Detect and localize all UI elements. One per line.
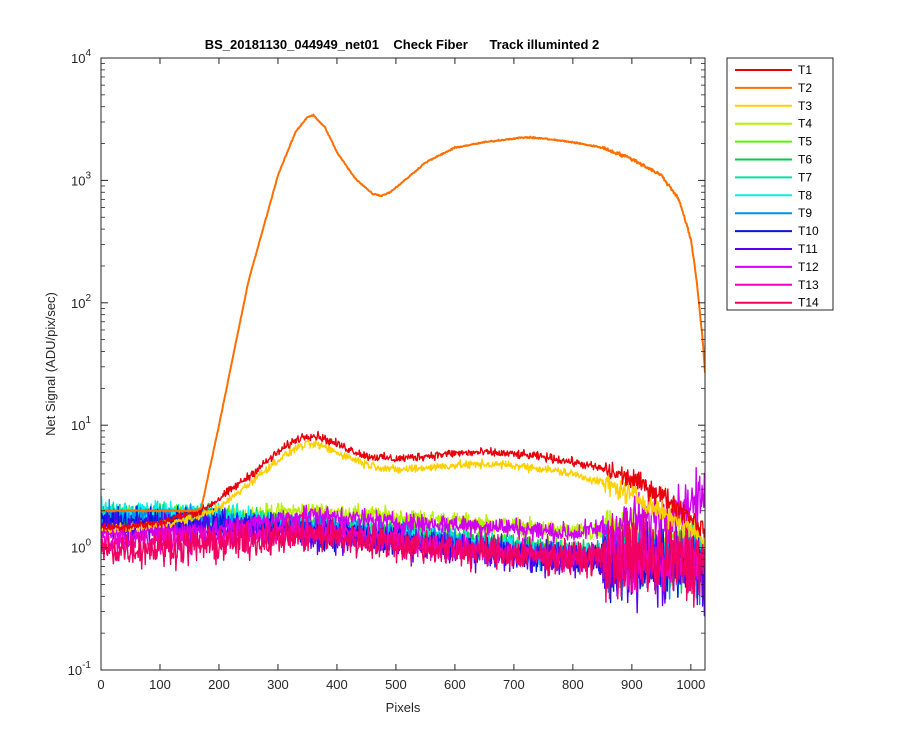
y-tick-label: 102 <box>71 293 91 311</box>
y-axis-title: Net Signal (ADU/pix/sec) <box>43 292 58 436</box>
y-tick-label: 100 <box>71 538 91 556</box>
legend-label-t1: T1 <box>798 63 812 77</box>
legend-label-t13: T13 <box>798 278 819 292</box>
x-tick-label: 700 <box>503 677 525 692</box>
y-tick-label: 103 <box>71 170 91 188</box>
legend-label-t12: T12 <box>798 260 819 274</box>
legend-label-t7: T7 <box>798 170 812 184</box>
y-tick-label: 101 <box>71 415 91 433</box>
axes-box <box>100 57 706 671</box>
legend-label-t14: T14 <box>798 296 819 310</box>
legend-label-t6: T6 <box>798 153 812 167</box>
legend-label-t5: T5 <box>798 135 812 149</box>
legend-label-t10: T10 <box>798 224 819 238</box>
series-line-t14 <box>101 510 705 608</box>
x-tick-label: 800 <box>562 677 584 692</box>
x-tick-label: 100 <box>149 677 171 692</box>
legend: T1 T2 T3 T4 T5 T6 T7 T8 T9 T10 T11 T12 T13 T14 <box>726 57 834 311</box>
series-line-t2 <box>101 113 705 513</box>
x-tick-label: 900 <box>621 677 643 692</box>
legend-label-t11: T11 <box>798 242 818 256</box>
y-tick-label: 104 <box>71 48 91 66</box>
x-tick-label: 400 <box>326 677 348 692</box>
x-tick-label: 1000 <box>676 677 705 692</box>
legend-label-t2: T2 <box>798 81 812 95</box>
legend-label-t9: T9 <box>798 206 812 220</box>
legend-label-t3: T3 <box>798 99 812 113</box>
series-layer <box>101 113 705 617</box>
series-line-t3 <box>101 438 705 550</box>
y-tick-label: 10-1 <box>68 660 92 678</box>
x-tick-label: 500 <box>385 677 407 692</box>
x-axis-title: Pixels <box>386 700 421 715</box>
x-tick-label: 600 <box>444 677 466 692</box>
axes-layer: 0 100 200 300 400 500 600 700 800 900 1000 10-1 100 1… <box>68 48 706 692</box>
series-line-t1 <box>101 430 705 538</box>
x-tick-label: 0 <box>97 677 104 692</box>
legend-label-t4: T4 <box>798 117 812 131</box>
x-tick-label: 300 <box>267 677 289 692</box>
legend-box <box>726 57 834 311</box>
legend-label-t8: T8 <box>798 188 812 202</box>
x-tick-label: 200 <box>208 677 230 692</box>
chart-title: BS_20181130_044949_net01 Check Fiber Tra… <box>205 37 600 52</box>
